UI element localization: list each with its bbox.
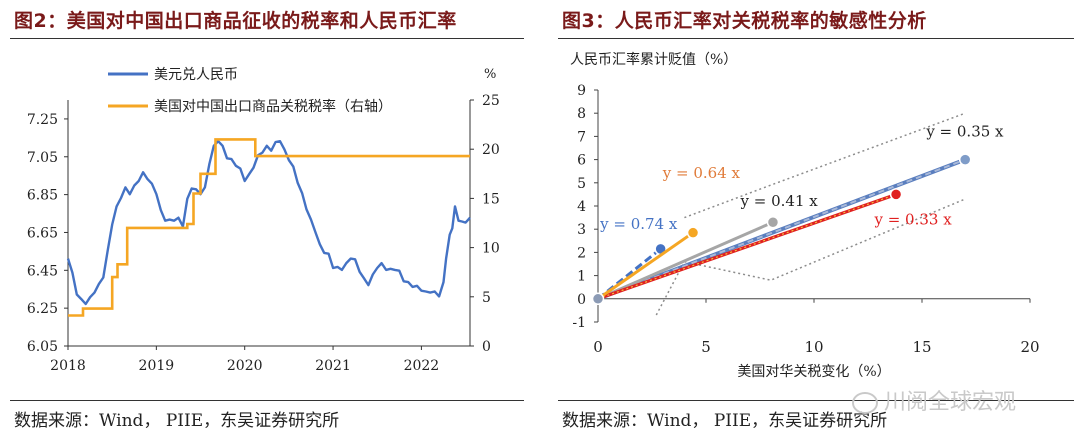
regression-line bbox=[597, 192, 897, 301]
source-rule bbox=[558, 400, 1074, 401]
regression-label: y = 0.35 x bbox=[925, 122, 1004, 140]
source-note-right: 数据来源：Wind， PIIE，东吴证券研究所 bbox=[562, 411, 888, 431]
endpoint-marker bbox=[766, 215, 780, 229]
regression-label: y = 0.74 x bbox=[599, 215, 678, 233]
title-rule bbox=[10, 38, 524, 39]
x-tick-label: 10 bbox=[804, 338, 823, 356]
source-rule bbox=[10, 400, 524, 401]
y-tick-label: 9 bbox=[577, 83, 586, 99]
y-tick-label: 0 bbox=[577, 292, 586, 308]
endpoint-marker bbox=[889, 188, 903, 201]
sensitivity-scatter-chart: 人民币汇率累计贬值（%） -1 0 1 2 3 4 5 6 7 8 9 0 5 10 15 20 美国对华关税变化… bbox=[570, 51, 1040, 380]
source-note-left: 数据来源：Wind， PIIE，东吴证券研究所 bbox=[14, 411, 340, 431]
watermark-text: 川阅全球宏观 bbox=[884, 390, 1017, 415]
tariff-rate-line bbox=[68, 138, 470, 317]
y-left-tick-label: 6.85 bbox=[27, 188, 58, 204]
y-tick-label: 2 bbox=[577, 245, 586, 261]
y-axis-label: 人民币汇率累计贬值（%） bbox=[570, 51, 737, 68]
y-right-tick-label: 20 bbox=[482, 142, 500, 158]
title-rule bbox=[558, 38, 1074, 39]
y-right-tick-label: 10 bbox=[482, 241, 500, 257]
x-tick-label: 2020 bbox=[227, 358, 263, 374]
regression-label: y = 0.33 x bbox=[873, 211, 952, 229]
regression-line bbox=[597, 220, 774, 301]
regression-line-dash bbox=[597, 158, 966, 300]
y-tick-label: 4 bbox=[577, 199, 586, 215]
y-tick-label: 6 bbox=[577, 153, 586, 169]
y-tick-label: 3 bbox=[577, 222, 586, 238]
y-left-tick-label: 7.05 bbox=[27, 150, 58, 166]
y-left-tick-label: 6.65 bbox=[27, 225, 58, 241]
regression-label: y = 0.64 x bbox=[662, 164, 741, 182]
y-left-tick-label: 6.05 bbox=[27, 339, 58, 355]
y-left-tick-label: 7.25 bbox=[27, 112, 58, 128]
x-tick-label: 20 bbox=[1020, 338, 1039, 356]
endpoint-marker bbox=[958, 153, 972, 166]
y-tick-label: -1 bbox=[572, 315, 586, 331]
origin-marker bbox=[591, 292, 605, 306]
chart-title-right: 图3：人民币汇率对关税税率的敏感性分析 bbox=[562, 10, 927, 32]
x-axis-label: 美国对华关税变化（%） bbox=[737, 364, 890, 380]
x-tick-label: 15 bbox=[912, 338, 931, 356]
y-tick-label: 7 bbox=[577, 129, 586, 145]
band-upper bbox=[684, 112, 966, 219]
y-tick-label: 1 bbox=[577, 269, 586, 285]
y-right-tick-label: 15 bbox=[482, 191, 500, 207]
y-right-tick-label: 0 bbox=[482, 339, 491, 355]
x-tick-label: 2021 bbox=[315, 358, 351, 374]
legend-label-fx: 美元兑人民币 bbox=[154, 67, 238, 83]
y-left-tick-label: 6.45 bbox=[27, 263, 58, 279]
y-right-tick-label: 5 bbox=[482, 290, 491, 306]
fx-rate-line bbox=[66, 140, 471, 306]
y-right-unit: % bbox=[484, 67, 496, 82]
chart-title-left: 图2：美国对中国出口商品征收的税率和人民币汇率 bbox=[14, 10, 457, 32]
regression-line bbox=[597, 231, 694, 301]
legend-label-tariff: 美国对中国出口商品关税税率（右轴） bbox=[154, 98, 392, 115]
x-tick-label: 2018 bbox=[50, 358, 86, 374]
x-tick-label: 5 bbox=[701, 338, 711, 356]
sensitivity-chart-panel: 图3：人民币汇率对关税税率的敏感性分析 人民币汇率累计贬值（%） -1 0 1 2 3 4 5… bbox=[548, 0, 1080, 444]
watermark: 川阅全球宏观 bbox=[852, 384, 1016, 416]
tariff-fx-line-chart: 6.05 6.25 6.45 6.65 6.85 7.05 7.25 0 5 10 15 20 25% 2… bbox=[27, 67, 500, 374]
y-right-tick-label: 25 bbox=[482, 93, 500, 109]
x-tick-label: 0 bbox=[593, 338, 603, 356]
x-tick-label: 2022 bbox=[404, 358, 440, 374]
y-tick-label: 8 bbox=[577, 106, 586, 122]
endpoint-marker bbox=[686, 226, 700, 239]
tariff-fx-chart-panel: 图2：美国对中国出口商品征收的税率和人民币汇率 6.05 6.25 6.45 6.65… bbox=[0, 0, 530, 444]
wechat-icon bbox=[852, 392, 878, 414]
y-left-tick-label: 6.25 bbox=[27, 301, 58, 317]
y-tick-label: 5 bbox=[577, 176, 586, 192]
regression-label: y = 0.41 x bbox=[740, 192, 819, 210]
x-tick-label: 2019 bbox=[139, 358, 175, 374]
